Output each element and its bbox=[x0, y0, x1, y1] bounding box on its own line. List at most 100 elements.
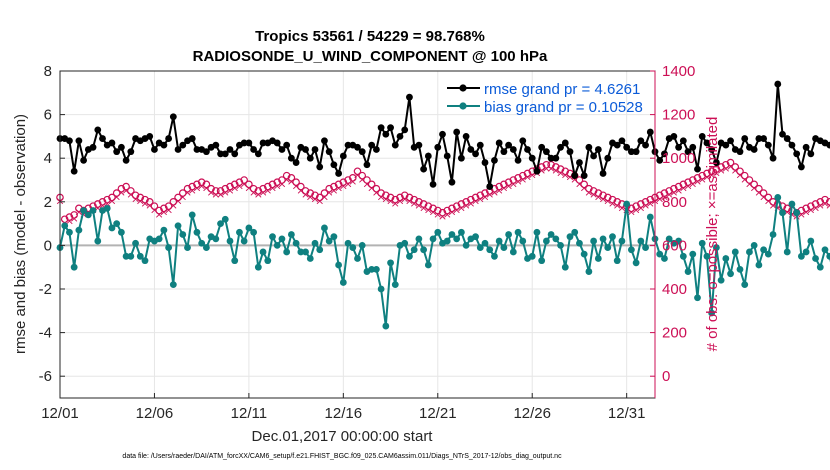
bias-point bbox=[627, 246, 635, 254]
obs-possible-marker bbox=[452, 202, 461, 210]
obs-assimilated-marker: × bbox=[367, 182, 376, 195]
bias-point bbox=[240, 237, 248, 245]
rmse-point bbox=[689, 143, 697, 151]
x-tick-label: 12/26 bbox=[513, 405, 551, 422]
rmse-point bbox=[764, 141, 772, 149]
obs-possible-marker bbox=[382, 191, 390, 200]
obs-assimilated-marker: × bbox=[471, 195, 480, 208]
obs-possible-marker bbox=[230, 180, 239, 189]
obs-assimilated-marker: × bbox=[641, 199, 650, 212]
rmse-point bbox=[505, 141, 513, 149]
rmse-point bbox=[344, 141, 352, 149]
obs-assimilated-marker: × bbox=[466, 197, 475, 210]
rmse-point bbox=[75, 137, 83, 145]
obs-assimilated-marker: × bbox=[480, 190, 489, 203]
rmse-point bbox=[212, 141, 220, 149]
bias-point bbox=[679, 252, 687, 260]
rmse-point bbox=[755, 135, 763, 142]
bias-point bbox=[491, 252, 498, 260]
rmse-point bbox=[670, 133, 678, 140]
obs-possible-marker bbox=[707, 167, 716, 176]
obs-assimilated-marker: × bbox=[547, 162, 556, 175]
obs-possible-marker bbox=[405, 193, 414, 202]
obs-assimilated-marker: × bbox=[787, 208, 796, 221]
x-tick-label: 12/16 bbox=[325, 405, 363, 422]
obs-assimilated-marker: × bbox=[296, 184, 305, 197]
obs-possible-marker bbox=[282, 171, 291, 180]
obs-assimilated-marker: × bbox=[358, 173, 367, 186]
bias-point bbox=[661, 255, 668, 262]
obs-assimilated-marker: × bbox=[107, 195, 116, 208]
obs-assimilated-marker: × bbox=[594, 190, 603, 203]
obs-possible-marker bbox=[589, 187, 598, 195]
obs-possible-marker bbox=[112, 189, 121, 197]
rmse-point bbox=[113, 148, 121, 156]
obs-possible-marker bbox=[311, 191, 319, 200]
rmse-point bbox=[108, 139, 116, 147]
obs-assimilated-marker: × bbox=[310, 193, 319, 206]
obs-assimilated-marker: × bbox=[202, 182, 211, 195]
obs-possible-marker bbox=[476, 191, 485, 200]
obs-assimilated-marker: × bbox=[405, 195, 414, 208]
bias-point bbox=[165, 244, 173, 251]
bias-point bbox=[495, 237, 503, 245]
obs-possible-marker bbox=[419, 200, 428, 208]
obs-assimilated-marker: × bbox=[173, 195, 182, 208]
bias-point bbox=[75, 226, 83, 234]
obs-assimilated-marker: × bbox=[556, 166, 565, 179]
obs-possible-marker bbox=[802, 204, 810, 213]
rmse-point bbox=[382, 130, 390, 138]
obs-possible-marker bbox=[386, 193, 395, 202]
rmse-point bbox=[89, 143, 97, 151]
rmse-point bbox=[774, 80, 782, 88]
obs-assimilated-marker: × bbox=[419, 201, 428, 214]
rmse-point bbox=[330, 161, 338, 169]
rmse-point bbox=[509, 146, 517, 153]
obs-assimilated-marker: × bbox=[561, 169, 570, 182]
obs-possible-marker bbox=[240, 176, 248, 184]
rmse-point bbox=[599, 170, 607, 177]
obs-possible-marker bbox=[226, 182, 234, 191]
bias-point bbox=[637, 237, 645, 245]
obs-assimilated-marker: × bbox=[707, 169, 716, 182]
rmse-point bbox=[434, 143, 442, 151]
chart-subtitle: RADIOSONDE_U_WIND_COMPONENT @ 100 hPa bbox=[193, 48, 548, 65]
obs-assimilated-marker: × bbox=[745, 177, 754, 190]
obs-assimilated-marker: × bbox=[103, 197, 112, 210]
bias-point bbox=[368, 265, 376, 273]
obs-possible-marker bbox=[245, 180, 253, 189]
rmse-point bbox=[694, 165, 701, 173]
obs-assimilated-marker: × bbox=[329, 184, 338, 197]
obs-assimilated-marker: × bbox=[820, 197, 829, 210]
obs-assimilated-marker: × bbox=[575, 177, 584, 190]
obs-possible-marker bbox=[330, 182, 338, 191]
obs-possible-marker bbox=[259, 184, 267, 193]
obs-assimilated-marker: × bbox=[797, 208, 806, 221]
rmse-point bbox=[254, 150, 262, 158]
rmse-point bbox=[741, 135, 749, 142]
bias-point bbox=[443, 237, 451, 245]
obs-assimilated-marker: × bbox=[598, 193, 607, 206]
y-tick-label: 0 bbox=[44, 237, 52, 254]
bias-point bbox=[264, 257, 272, 265]
bias-point bbox=[580, 250, 588, 258]
bias-point bbox=[155, 235, 163, 243]
rmse-point bbox=[415, 141, 423, 149]
rmse-point bbox=[287, 154, 295, 162]
bias-point bbox=[113, 220, 121, 228]
bias-point bbox=[358, 242, 366, 249]
obs-possible-marker bbox=[334, 180, 343, 189]
obs-possible-marker bbox=[807, 202, 815, 210]
obs-possible-marker bbox=[745, 176, 754, 184]
obs-possible-marker bbox=[684, 178, 692, 186]
obs-possible-marker bbox=[674, 182, 683, 191]
rmse-point bbox=[80, 156, 88, 164]
rmse-point bbox=[708, 146, 716, 153]
obs-possible-marker bbox=[145, 198, 154, 206]
rmse-point bbox=[335, 170, 343, 177]
bias-point bbox=[708, 309, 716, 317]
bias-point bbox=[278, 235, 286, 243]
bias-point bbox=[689, 250, 697, 258]
bias-point bbox=[807, 237, 815, 245]
obs-assimilated-marker: × bbox=[740, 173, 749, 186]
